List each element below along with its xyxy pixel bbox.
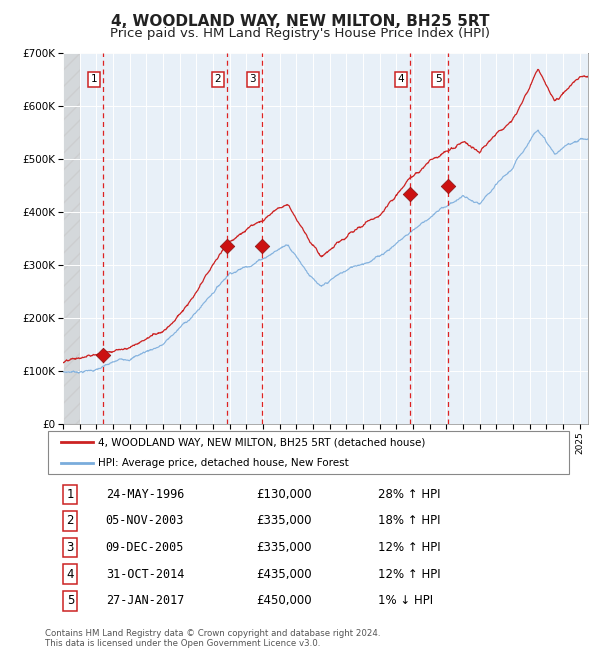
- Text: 1: 1: [67, 488, 74, 500]
- Text: 05-NOV-2003: 05-NOV-2003: [106, 515, 184, 528]
- Text: 4: 4: [398, 74, 404, 85]
- Text: 3: 3: [67, 541, 74, 554]
- Text: 24-MAY-1996: 24-MAY-1996: [106, 488, 184, 500]
- Text: 18% ↑ HPI: 18% ↑ HPI: [377, 515, 440, 528]
- Text: 4: 4: [67, 568, 74, 581]
- Text: £450,000: £450,000: [256, 594, 312, 607]
- Point: [443, 181, 452, 191]
- Text: 12% ↑ HPI: 12% ↑ HPI: [377, 568, 440, 581]
- Text: 1: 1: [91, 74, 97, 85]
- FancyBboxPatch shape: [47, 431, 569, 474]
- Text: 3: 3: [250, 74, 256, 85]
- Text: Price paid vs. HM Land Registry's House Price Index (HPI): Price paid vs. HM Land Registry's House …: [110, 27, 490, 40]
- Text: 31-OCT-2014: 31-OCT-2014: [106, 568, 184, 581]
- Text: £335,000: £335,000: [256, 515, 312, 528]
- Text: £435,000: £435,000: [256, 568, 312, 581]
- Text: 12% ↑ HPI: 12% ↑ HPI: [377, 541, 440, 554]
- Point: [98, 350, 107, 360]
- Text: Contains HM Land Registry data © Crown copyright and database right 2024.
This d: Contains HM Land Registry data © Crown c…: [45, 629, 380, 648]
- Text: 5: 5: [435, 74, 442, 85]
- Text: £335,000: £335,000: [256, 541, 312, 554]
- Text: HPI: Average price, detached house, New Forest: HPI: Average price, detached house, New …: [98, 458, 349, 468]
- Point: [257, 241, 267, 252]
- Text: 27-JAN-2017: 27-JAN-2017: [106, 594, 184, 607]
- Text: 2: 2: [215, 74, 221, 85]
- Bar: [63, 53, 80, 424]
- Text: 1% ↓ HPI: 1% ↓ HPI: [377, 594, 433, 607]
- Text: £130,000: £130,000: [256, 488, 312, 500]
- Text: 28% ↑ HPI: 28% ↑ HPI: [377, 488, 440, 500]
- Text: 5: 5: [67, 594, 74, 607]
- Text: 4, WOODLAND WAY, NEW MILTON, BH25 5RT (detached house): 4, WOODLAND WAY, NEW MILTON, BH25 5RT (d…: [98, 437, 425, 447]
- Text: 4, WOODLAND WAY, NEW MILTON, BH25 5RT: 4, WOODLAND WAY, NEW MILTON, BH25 5RT: [111, 14, 489, 29]
- Point: [406, 188, 415, 199]
- Text: 09-DEC-2005: 09-DEC-2005: [106, 541, 184, 554]
- Text: 2: 2: [67, 515, 74, 528]
- Point: [222, 241, 232, 252]
